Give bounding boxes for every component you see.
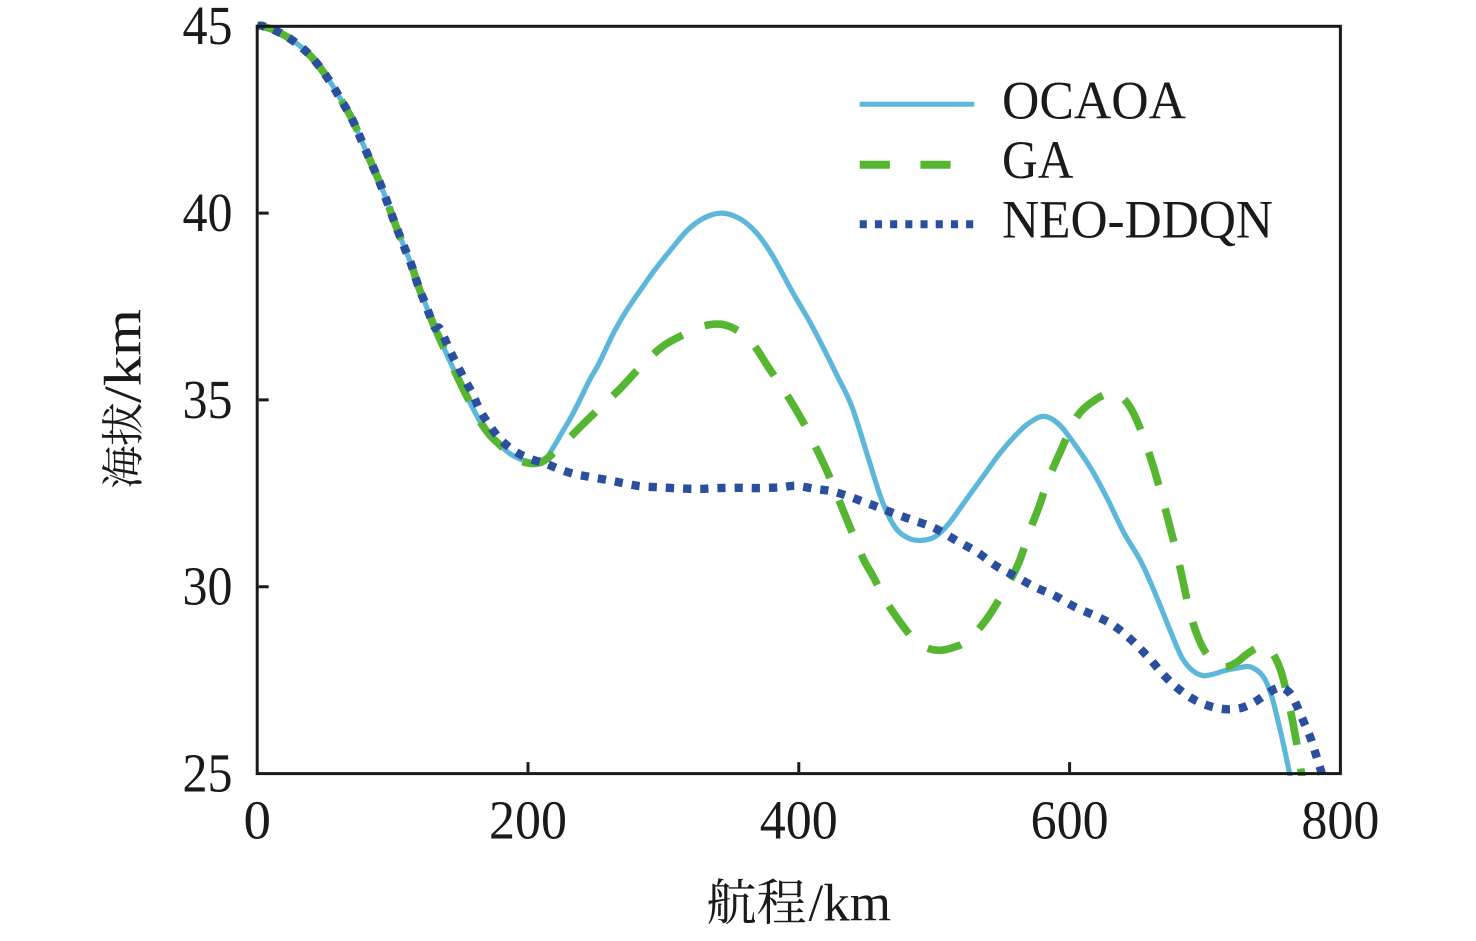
svg-text:/km: /km bbox=[95, 309, 153, 403]
svg-text:45: 45 bbox=[183, 0, 233, 56]
svg-text:200: 200 bbox=[489, 789, 567, 850]
svg-text:800: 800 bbox=[1301, 789, 1379, 850]
svg-text:OCAOA: OCAOA bbox=[1002, 71, 1186, 131]
svg-text:30: 30 bbox=[183, 556, 233, 617]
svg-text:40: 40 bbox=[183, 182, 233, 243]
svg-text:GA: GA bbox=[1002, 130, 1074, 190]
svg-text:400: 400 bbox=[760, 789, 838, 850]
svg-text:/km: /km bbox=[809, 875, 891, 933]
svg-text:0: 0 bbox=[243, 789, 271, 850]
svg-text:25: 25 bbox=[183, 743, 233, 804]
svg-text:35: 35 bbox=[183, 369, 233, 430]
svg-text:600: 600 bbox=[1031, 789, 1109, 850]
svg-text:NEO-DDQN: NEO-DDQN bbox=[1002, 190, 1273, 250]
